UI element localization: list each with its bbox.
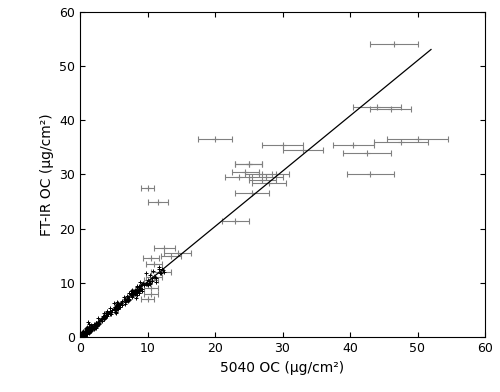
X-axis label: 5040 OC (μg/cm²): 5040 OC (μg/cm²) <box>220 361 344 374</box>
Y-axis label: FT-IR OC (μg/cm²): FT-IR OC (μg/cm²) <box>40 113 54 236</box>
